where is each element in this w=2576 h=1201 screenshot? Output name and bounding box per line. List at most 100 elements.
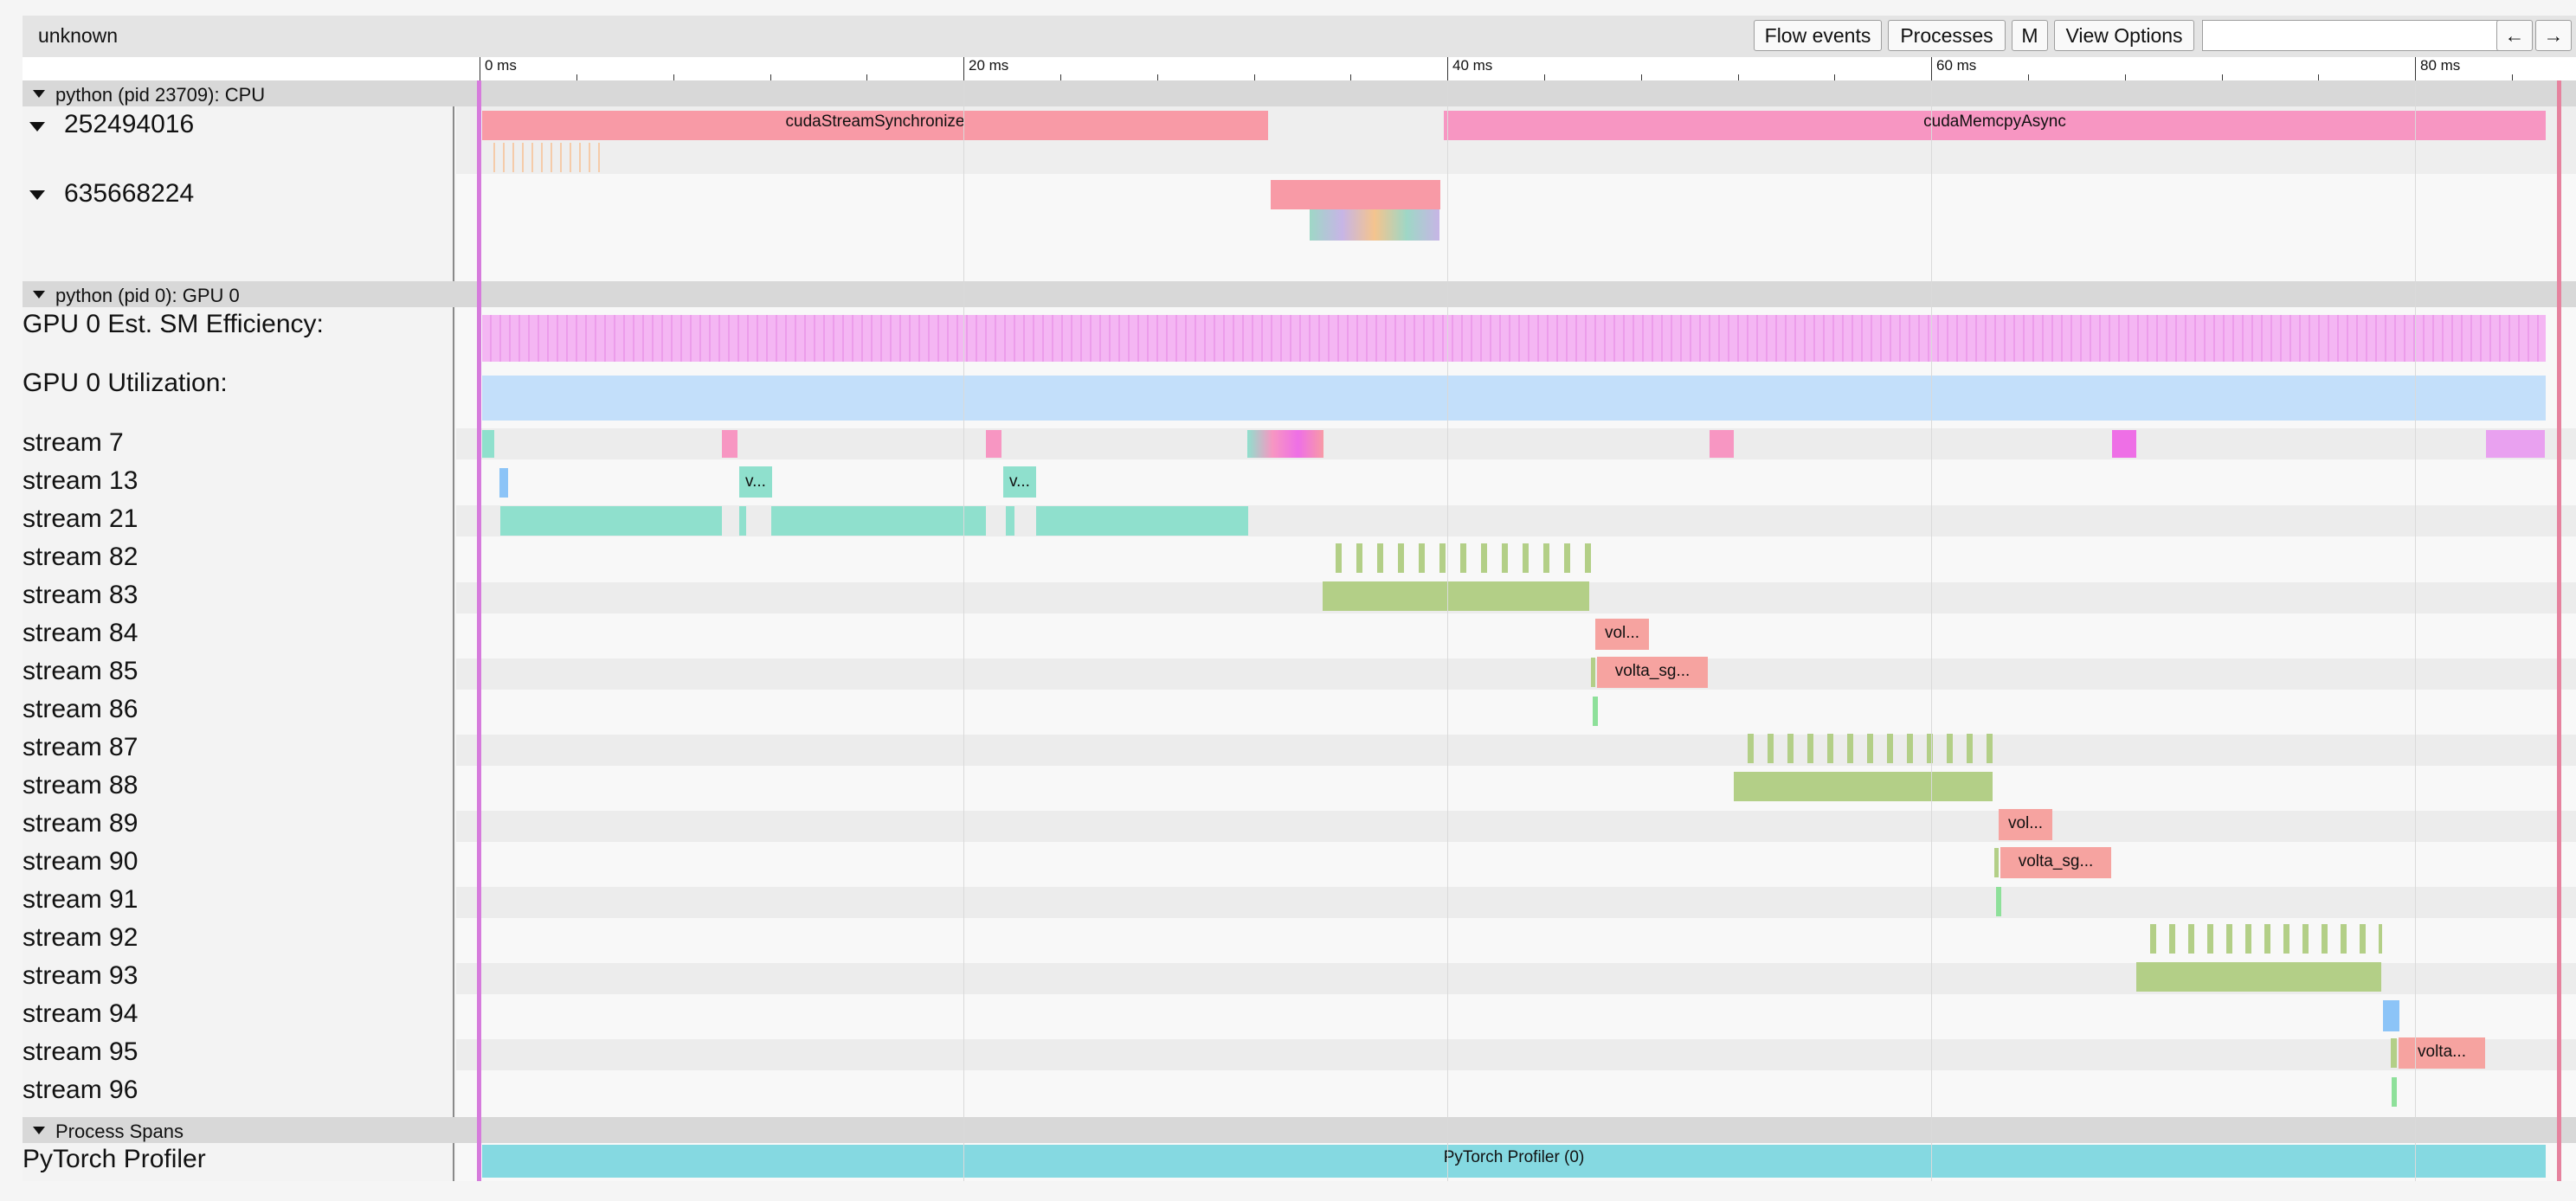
thread-label: 252494016 — [64, 110, 195, 138]
ruler-minor-tick — [2125, 74, 2126, 80]
ruler-tick: 20 ms — [963, 57, 1008, 80]
time-gridline — [963, 80, 964, 1181]
stream-label: stream 93 — [23, 961, 138, 990]
stream-row-band — [456, 658, 2576, 690]
kernel-slice[interactable] — [2136, 962, 2381, 992]
kernel-slice[interactable] — [1036, 506, 1248, 536]
toolbar: unknown Flow events Processes M View Opt… — [23, 16, 2576, 58]
collapse-triangle-icon[interactable] — [33, 1127, 45, 1134]
kernel-slice[interactable] — [1710, 430, 1734, 458]
ruler-spacer — [23, 57, 454, 80]
stream-label: stream 88 — [23, 771, 138, 800]
stream-label: stream 84 — [23, 619, 138, 647]
stream-label: stream 96 — [23, 1076, 138, 1104]
metadata-button[interactable]: M — [2012, 20, 2048, 51]
next-arrow-button[interactable]: → — [2535, 20, 2572, 51]
stream-label: stream 82 — [23, 543, 138, 571]
slice-cpu-children[interactable] — [1310, 209, 1439, 241]
stream-label: stream 91 — [23, 885, 138, 914]
stream-label: stream 94 — [23, 999, 138, 1028]
ruler-minor-tick — [576, 74, 577, 80]
kernel-slice[interactable] — [739, 506, 746, 536]
flow-events-button[interactable]: Flow events — [1754, 20, 1882, 51]
ruler-minor-tick — [673, 74, 674, 80]
cpu-track-labels — [23, 106, 454, 281]
kernel-slice[interactable]: v... — [1003, 466, 1036, 498]
stream-label: stream 86 — [23, 695, 138, 723]
kernel-slice[interactable]: vol... — [1595, 619, 1649, 650]
kernel-slice[interactable] — [2392, 1077, 2397, 1107]
ruler-minor-tick — [866, 74, 867, 80]
stream-label: stream 21 — [23, 504, 138, 533]
ruler-minor-tick — [1157, 74, 1158, 80]
kernel-slice[interactable] — [2383, 1000, 2399, 1031]
stream-label: stream 90 — [23, 847, 138, 876]
slice-cuda-memcpy-async[interactable]: cudaMemcpyAsync — [1444, 111, 2546, 140]
process-header-gpu[interactable]: python (pid 0): GPU 0 — [23, 281, 2576, 307]
kernel-slice[interactable]: vol... — [1999, 809, 2052, 840]
stream-row-band — [456, 811, 2576, 842]
stream-row-band — [456, 887, 2576, 918]
range-marker-end[interactable] — [2557, 80, 2561, 1181]
thread-label: PyTorch Profiler — [23, 1145, 206, 1173]
stream-label: stream 7 — [23, 428, 124, 457]
ruler-minor-tick — [1641, 74, 1642, 80]
kernel-slice[interactable] — [771, 506, 986, 536]
ruler-minor-tick — [1060, 74, 1061, 80]
kernel-slice[interactable] — [1336, 543, 1591, 573]
slice-cpu-burst[interactable] — [1271, 180, 1440, 209]
kernel-slice[interactable] — [500, 506, 722, 536]
slice-cpu-short-ops[interactable] — [493, 143, 606, 172]
stream-label: stream 92 — [23, 923, 138, 952]
process-header-cpu[interactable]: python (pid 23709): CPU — [23, 80, 2576, 106]
kernel-slice[interactable] — [986, 430, 1001, 458]
kernel-slice[interactable]: volta... — [2399, 1037, 2485, 1069]
ruler-tick: 40 ms — [1447, 57, 1492, 80]
kernel-slice[interactable] — [2486, 430, 2545, 458]
stream-row-band — [456, 735, 2576, 766]
kernel-slice[interactable] — [2391, 1038, 2397, 1068]
slice-pytorch-profiler[interactable]: PyTorch Profiler (0) — [482, 1145, 2546, 1178]
kernel-slice[interactable] — [482, 430, 494, 458]
kernel-slice[interactable]: volta_sg... — [1597, 657, 1708, 688]
ruler-minor-tick — [770, 74, 771, 80]
expand-triangle-icon[interactable] — [29, 190, 45, 200]
gpu-track-labels — [23, 307, 454, 1117]
kernel-slice[interactable] — [2112, 430, 2136, 458]
kernel-slice[interactable] — [722, 430, 737, 458]
ruler-minor-tick — [1738, 74, 1739, 80]
ruler-tick: 80 ms — [2415, 57, 2460, 80]
kernel-slice[interactable]: volta_sg... — [2000, 847, 2111, 878]
counter-label: GPU 0 Est. SM Efficiency: — [23, 310, 324, 338]
collapse-triangle-icon[interactable] — [33, 90, 45, 98]
view-options-button[interactable]: View Options — [2054, 20, 2194, 51]
slice-cuda-stream-synchronize[interactable]: cudaStreamSynchronize — [482, 111, 1268, 140]
time-gridline — [1931, 80, 1932, 1181]
time-ruler[interactable]: 0 ms 20 ms 40 ms 60 ms 80 ms — [454, 57, 2576, 81]
collapse-triangle-icon[interactable] — [33, 291, 45, 299]
kernel-slice[interactable] — [1323, 581, 1589, 611]
kernel-slice[interactable] — [499, 468, 508, 498]
kernel-slice[interactable] — [1748, 734, 1993, 763]
kernel-slice[interactable] — [2150, 924, 2382, 954]
prev-arrow-button[interactable]: ← — [2496, 20, 2533, 51]
kernel-slice[interactable] — [1006, 506, 1014, 536]
expand-triangle-icon[interactable] — [29, 122, 45, 132]
kernel-slice[interactable] — [1591, 658, 1595, 687]
stream-label: stream 85 — [23, 657, 138, 685]
kernel-slice[interactable] — [1247, 430, 1323, 458]
processes-button[interactable]: Processes — [1888, 20, 2006, 51]
kernel-slice[interactable] — [1994, 848, 1999, 877]
ruler-minor-tick — [1350, 74, 1351, 80]
counter-utilization[interactable] — [482, 376, 2546, 421]
search-input[interactable] — [2202, 20, 2515, 51]
kernel-slice[interactable] — [1593, 697, 1598, 726]
kernel-slice[interactable] — [1734, 772, 1993, 801]
time-gridline — [1447, 80, 1448, 1181]
kernel-slice[interactable] — [1996, 887, 2001, 916]
range-marker-start[interactable] — [477, 80, 481, 1181]
kernel-slice[interactable]: v... — [739, 466, 772, 498]
spans-track-labels — [23, 1143, 454, 1181]
counter-sm-efficiency[interactable] — [482, 315, 2546, 362]
process-header-spans[interactable]: Process Spans — [23, 1117, 2576, 1143]
